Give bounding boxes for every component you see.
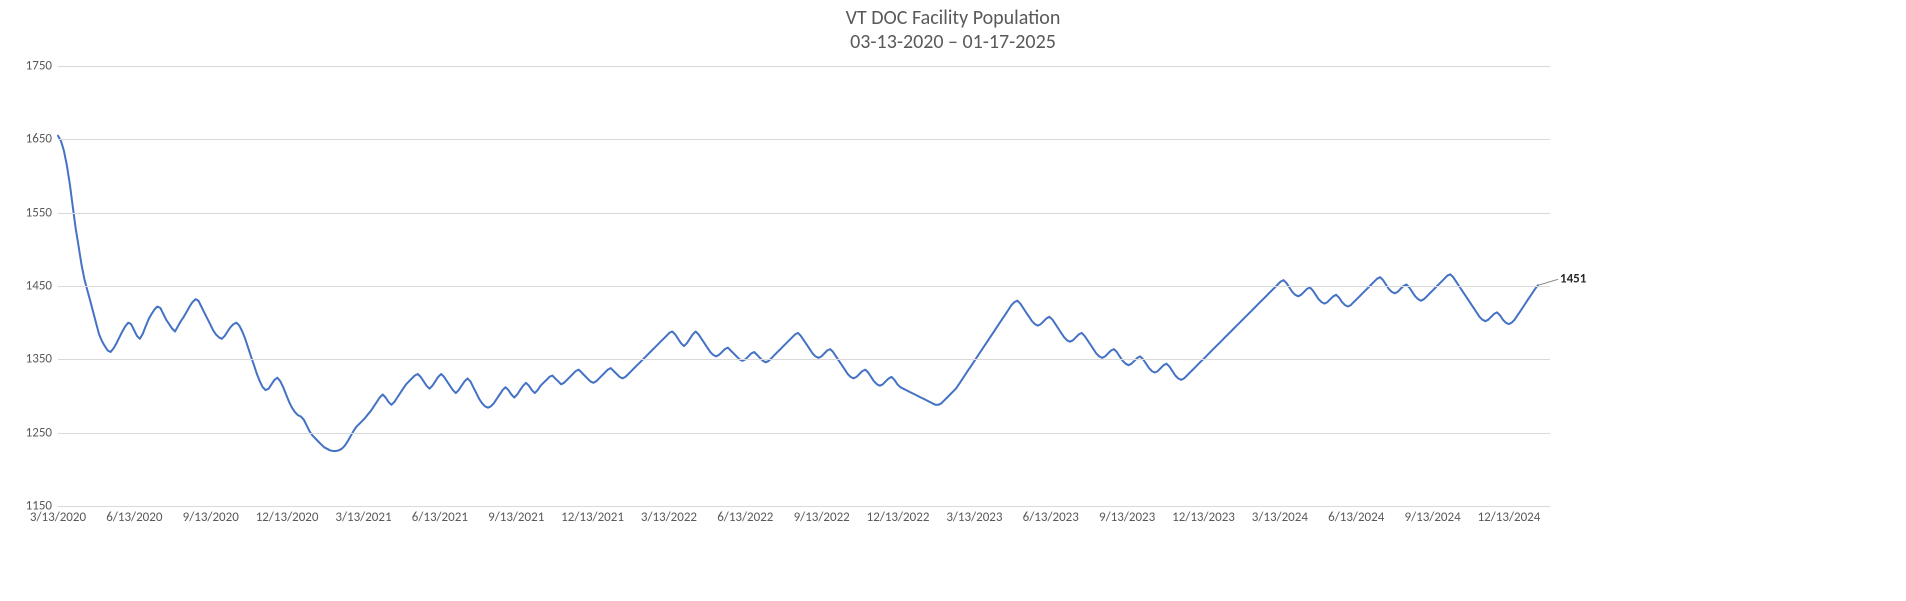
- gridline: [58, 359, 1550, 360]
- population-line: [58, 136, 1538, 451]
- gridline: [58, 433, 1550, 434]
- y-tick-label: 1750: [26, 59, 58, 74]
- x-tick-label: 6/13/2024: [1328, 506, 1384, 525]
- x-tick-label: 3/13/2020: [30, 506, 86, 525]
- x-tick-label: 9/13/2023: [1099, 506, 1155, 525]
- x-tick-label: 6/13/2023: [1023, 506, 1079, 525]
- x-tick-label: 6/13/2020: [106, 506, 162, 525]
- x-tick-label: 12/13/2024: [1478, 506, 1541, 525]
- x-tick-label: 9/13/2020: [183, 506, 239, 525]
- x-tick-label: 9/13/2022: [794, 506, 850, 525]
- y-tick-label: 1350: [26, 352, 58, 367]
- x-tick-label: 6/13/2021: [412, 506, 468, 525]
- y-tick-label: 1250: [26, 425, 58, 440]
- gridline: [58, 286, 1550, 287]
- x-tick-label: 3/13/2022: [641, 506, 697, 525]
- x-tick-label: 9/13/2021: [488, 506, 544, 525]
- x-tick-label: 3/13/2024: [1252, 506, 1308, 525]
- end-data-label: 1451: [1560, 272, 1586, 287]
- x-tick-label: 3/13/2021: [335, 506, 391, 525]
- chart-title: VT DOC Facility Population 03-13-2020 – …: [0, 6, 1906, 54]
- x-tick-label: 3/13/2023: [946, 506, 1002, 525]
- y-tick-label: 1650: [26, 132, 58, 147]
- end-label-leader: [1538, 279, 1558, 285]
- y-tick-label: 1450: [26, 279, 58, 294]
- gridline: [58, 139, 1550, 140]
- chart-title-line-2: 03-13-2020 – 01-17-2025: [0, 30, 1906, 54]
- y-tick-label: 1550: [26, 205, 58, 220]
- chart-title-line-1: VT DOC Facility Population: [0, 6, 1906, 30]
- x-tick-label: 9/13/2024: [1405, 506, 1461, 525]
- plot-area: 11501250135014501550165017503/13/20206/1…: [58, 66, 1538, 506]
- gridline: [58, 66, 1550, 67]
- x-tick-label: 6/13/2022: [717, 506, 773, 525]
- gridline: [58, 213, 1550, 214]
- x-tick-label: 12/13/2022: [867, 506, 930, 525]
- chart-container: VT DOC Facility Population 03-13-2020 – …: [0, 0, 1906, 601]
- x-tick-label: 12/13/2023: [1172, 506, 1235, 525]
- x-tick-label: 12/13/2020: [256, 506, 319, 525]
- x-tick-label: 12/13/2021: [561, 506, 624, 525]
